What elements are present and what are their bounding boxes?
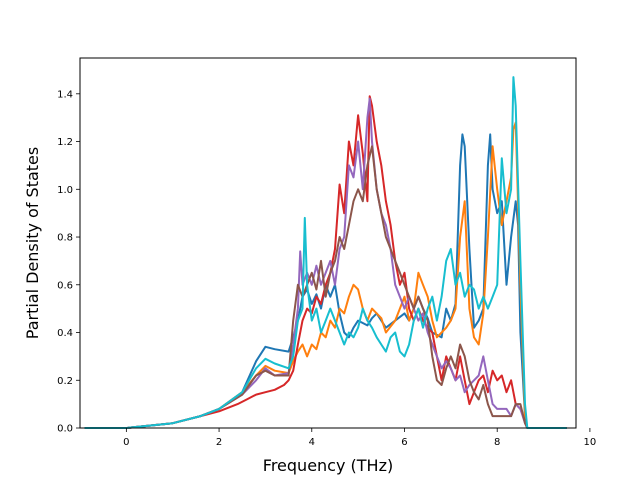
x-axis-ticks: 0 2 4 6 8 10 xyxy=(123,428,596,448)
series-layer xyxy=(84,76,567,429)
x-axis-label: Frequency (THz) xyxy=(263,456,393,475)
y-tick-label: 1.0 xyxy=(57,185,73,196)
y-tick-label: 0.8 xyxy=(57,233,73,244)
x-tick-label: 2 xyxy=(216,437,222,448)
y-tick-label: 1.2 xyxy=(57,137,73,148)
x-tick-label: 8 xyxy=(494,437,500,448)
y-tick-label: 0.4 xyxy=(57,328,73,339)
y-tick-label: 1.4 xyxy=(57,89,73,100)
y-tick-label: 0.2 xyxy=(57,376,73,387)
series-line-4 xyxy=(84,97,567,429)
y-tick-label: 0.6 xyxy=(57,280,73,291)
plot-area-frame xyxy=(79,57,577,429)
x-tick-label: 0 xyxy=(123,437,129,448)
series-line-5 xyxy=(84,145,567,429)
series-line-6 xyxy=(84,76,567,429)
y-tick-label: 0.0 xyxy=(57,424,73,435)
x-tick-label: 10 xyxy=(584,437,597,448)
y-axis-ticks: 0.0 0.2 0.4 0.6 0.8 1.0 1.2 1.4 xyxy=(57,89,80,435)
x-tick-label: 6 xyxy=(401,437,407,448)
y-axis-label: Partial Density of States xyxy=(23,147,42,339)
series-line-3 xyxy=(84,95,567,429)
x-tick-label: 4 xyxy=(309,437,315,448)
